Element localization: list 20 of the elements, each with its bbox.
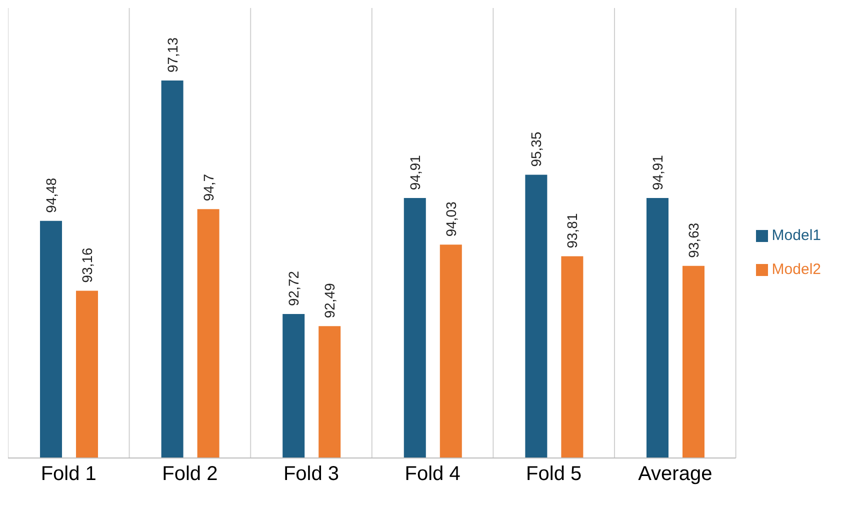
legend-label: Model2 (772, 261, 821, 278)
data-label: 93,16 (79, 247, 95, 283)
x-tick-label: Average (638, 463, 712, 486)
data-label: 95,35 (528, 132, 544, 167)
data-label: 94,91 (649, 154, 666, 190)
data-label: 93,63 (685, 222, 702, 258)
data-label: 94,91 (406, 154, 423, 190)
data-label: 94,48 (43, 178, 59, 213)
data-label: 94,7 (200, 174, 216, 202)
data-label: 92,72 (286, 270, 302, 306)
x-tick-label: Fold 4 (404, 463, 460, 486)
data-label: 97,13 (164, 37, 180, 73)
data-label: 94,03 (442, 201, 459, 237)
legend-label: Model1 (772, 227, 821, 244)
x-tick-label: Fold 2 (162, 463, 218, 486)
x-tick-label: Fold 1 (40, 463, 96, 486)
data-label: 93,81 (564, 213, 580, 248)
data-label: 92,49 (322, 282, 338, 318)
x-tick-label: Fold 5 (526, 463, 582, 486)
x-tick-label: Fold 3 (283, 463, 340, 486)
